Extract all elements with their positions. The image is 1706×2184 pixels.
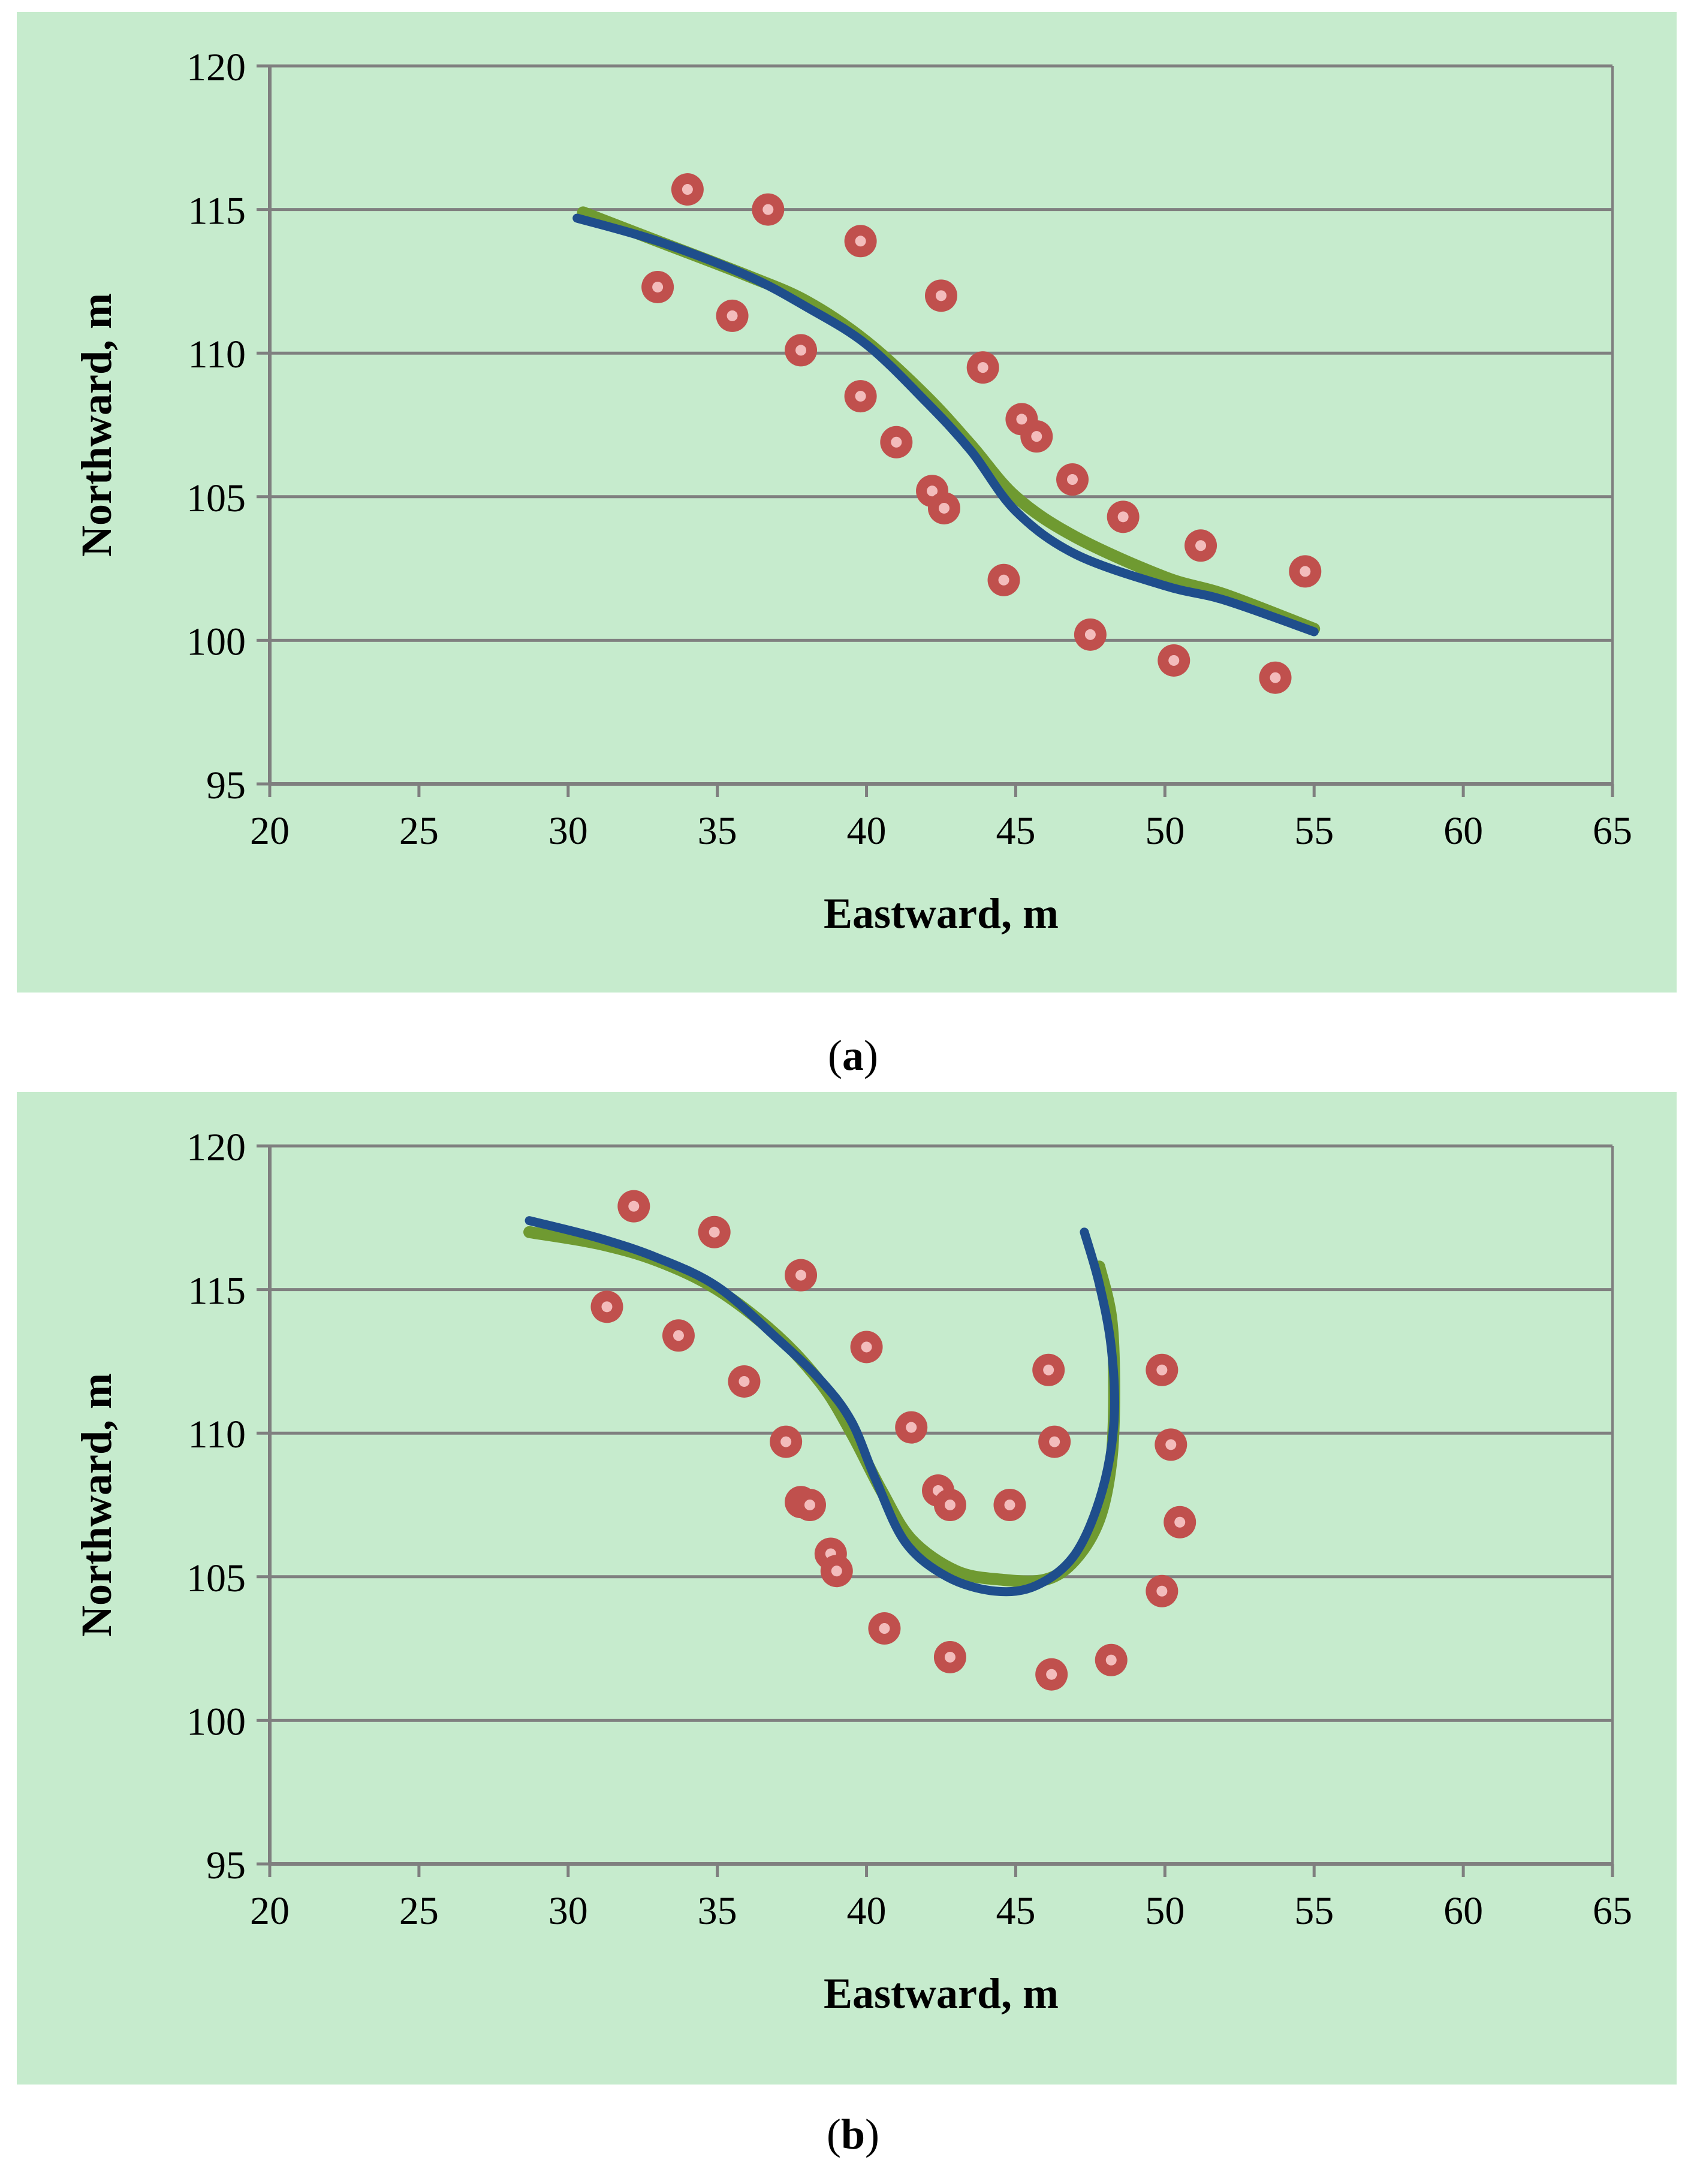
y-axis-title: Northward, m <box>73 1373 120 1637</box>
y-tick-label: 120 <box>186 46 246 89</box>
data-point-center <box>855 236 866 247</box>
data-point-center <box>1174 1516 1186 1528</box>
data-point-center <box>831 1565 842 1577</box>
data-point-center <box>1195 540 1207 551</box>
x-tick-label: 35 <box>698 1889 737 1933</box>
data-point-center <box>727 310 738 321</box>
data-point-center <box>855 391 866 402</box>
data-point-center <box>1004 1500 1015 1510</box>
y-tick-label: 100 <box>186 620 246 663</box>
x-tick-label: 30 <box>548 1889 588 1933</box>
data-point-center <box>795 345 807 356</box>
y-tick-label: 110 <box>188 333 246 376</box>
data-point-center <box>998 574 1009 586</box>
y-tick-label: 115 <box>188 1269 246 1313</box>
x-tick-label: 60 <box>1443 1889 1483 1933</box>
y-tick-label: 105 <box>186 476 246 520</box>
y-axis-title: Northward, m <box>73 293 120 557</box>
x-tick-label: 60 <box>1443 809 1483 853</box>
chart-background <box>17 1092 1677 2085</box>
data-point-center <box>977 362 988 373</box>
x-axis-title: Eastward, m <box>824 889 1059 937</box>
data-point-center <box>1156 1585 1168 1597</box>
x-axis-title: Eastward, m <box>824 1969 1059 2017</box>
data-point-center <box>1300 566 1311 577</box>
x-tick-label: 40 <box>847 809 887 853</box>
x-tick-label: 30 <box>548 809 588 853</box>
data-point-center <box>906 1422 917 1433</box>
data-point-center <box>780 1436 792 1447</box>
data-point-center <box>944 1500 956 1510</box>
x-tick-label: 65 <box>1593 1889 1632 1933</box>
data-point-center <box>1016 414 1027 425</box>
x-tick-label: 40 <box>847 1889 887 1933</box>
series-line-blue <box>572 213 1319 637</box>
data-point-center <box>1117 511 1129 523</box>
x-tick-label: 35 <box>698 809 737 853</box>
data-point-center <box>1105 1654 1117 1666</box>
data-point-center <box>891 436 902 448</box>
data-point-center <box>628 1200 640 1212</box>
data-point-center <box>938 502 950 514</box>
x-tick-label: 45 <box>996 1889 1035 1933</box>
y-tick-label: 105 <box>186 1556 246 1600</box>
data-point-center <box>936 290 947 301</box>
data-point-center <box>944 1651 956 1663</box>
chart-panel-b: 95 100 105 110 115 120 20 25 30 35 40 45 50 55 60 65 Eas… <box>17 1092 1677 2085</box>
data-point-center <box>1049 1436 1060 1447</box>
data-point-center <box>1165 1439 1177 1450</box>
data-point-center <box>1270 672 1281 683</box>
data-point-center <box>601 1301 613 1313</box>
data-point-center <box>709 1226 720 1238</box>
chart-background <box>17 12 1677 993</box>
data-point-center <box>861 1341 872 1353</box>
x-tick-label: 55 <box>1294 1889 1334 1933</box>
x-tick-label: 25 <box>399 809 439 853</box>
x-tick-label: 20 <box>250 809 290 853</box>
x-tick-label: 25 <box>399 1889 439 1933</box>
data-point-center <box>652 281 664 292</box>
x-tick-label: 50 <box>1145 809 1184 853</box>
y-tick-label: 95 <box>206 1844 246 1887</box>
y-tick-label: 110 <box>188 1413 246 1456</box>
data-point-center <box>739 1375 750 1387</box>
y-tick-label: 95 <box>206 764 246 807</box>
x-tick-label: 20 <box>250 1889 290 1933</box>
data-point-center <box>1031 431 1042 442</box>
data-point-center <box>804 1500 815 1510</box>
data-point-center <box>1168 654 1180 666</box>
data-point-center <box>673 1330 684 1341</box>
chart-panel-a: 95 100 105 110 115 120 20 25 30 35 40 45 50 55 60 65 Eas… <box>17 12 1677 993</box>
y-tick-label: 120 <box>186 1126 246 1169</box>
x-tick-label: 65 <box>1593 809 1632 853</box>
caption-b: (b) <box>826 2110 879 2158</box>
data-point-center <box>1067 474 1078 485</box>
x-tick-label: 50 <box>1145 1889 1184 1933</box>
data-point-center <box>879 1623 890 1634</box>
data-point-center <box>795 1269 807 1281</box>
x-tick-label: 45 <box>996 809 1035 853</box>
x-tick-label: 55 <box>1294 809 1334 853</box>
y-tick-label: 115 <box>188 189 246 233</box>
y-tick-label: 100 <box>186 1700 246 1743</box>
data-point-center <box>1046 1669 1057 1680</box>
data-point-center <box>1084 629 1096 640</box>
data-point-center <box>1043 1364 1054 1375</box>
caption-a: (a) <box>828 1031 878 1079</box>
series-line-blue <box>525 1216 1120 1597</box>
data-point-center <box>682 184 693 195</box>
data-point-center <box>762 204 774 215</box>
data-point-center <box>927 485 938 497</box>
data-point-center <box>1156 1364 1168 1375</box>
